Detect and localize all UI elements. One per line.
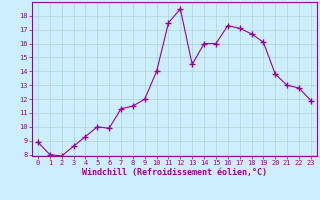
X-axis label: Windchill (Refroidissement éolien,°C): Windchill (Refroidissement éolien,°C) (82, 168, 267, 177)
